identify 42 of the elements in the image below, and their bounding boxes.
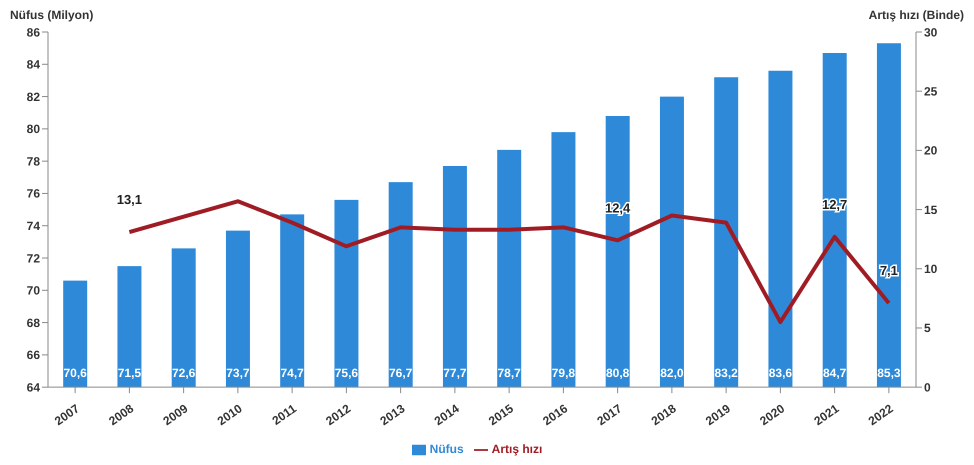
legend-label: Artış hızı <box>492 442 542 456</box>
y-tick-label: 86 <box>26 25 40 40</box>
y2-tick-label: 20 <box>924 144 938 158</box>
data-label: 83,2 <box>714 366 738 380</box>
y-tick-label: 68 <box>26 316 40 330</box>
data-label: 83,6 <box>768 366 792 380</box>
y-tick-label: 70 <box>26 284 40 298</box>
x-tick-label: 2011 <box>270 401 300 428</box>
y-tick-label: 66 <box>26 348 40 362</box>
y-tick-label: 64 <box>26 380 40 394</box>
y-tick-label: 76 <box>26 186 40 201</box>
data-label: 70,6 <box>64 366 88 380</box>
data-label: 77,7 <box>443 366 467 380</box>
y-tick-label: 72 <box>26 251 40 266</box>
data-label: 13,1 <box>116 192 142 208</box>
y-tick-label: 82 <box>26 90 40 104</box>
data-label: 80,8 <box>606 366 630 380</box>
y-axis-title: Nüfus (Milyon) <box>10 8 94 22</box>
legend-label: Nüfus <box>430 442 464 456</box>
data-label: 73,7 <box>226 366 250 380</box>
y-tick-label: 74 <box>26 218 40 233</box>
y2-tick-label: 5 <box>924 321 931 336</box>
data-label: 85,3 <box>877 366 901 380</box>
y-tick-label: 80 <box>26 122 40 136</box>
y-tick-label: 78 <box>26 154 40 168</box>
y2-axis-title: Artış hızı (Binde) <box>868 8 964 22</box>
data-label: 7,1 <box>880 263 898 278</box>
y2-tick-label: 10 <box>924 262 938 276</box>
data-label: 78,7 <box>498 366 522 380</box>
y2-tick-label: 0 <box>924 380 931 394</box>
data-label: 72,6 <box>172 366 196 380</box>
data-label: 76,7 <box>389 366 413 380</box>
data-label: 74,7 <box>280 366 304 380</box>
data-label: 84,7 <box>823 366 847 380</box>
data-label: 82,0 <box>660 366 684 380</box>
y2-tick-label: 30 <box>924 25 938 40</box>
data-label: 71,5 <box>118 366 142 380</box>
y2-tick-label: 15 <box>924 202 938 217</box>
y2-tick-label: 25 <box>924 84 938 98</box>
data-label: 79,8 <box>552 366 576 380</box>
data-label: 75,6 <box>334 366 358 380</box>
y-tick-label: 84 <box>26 58 40 72</box>
